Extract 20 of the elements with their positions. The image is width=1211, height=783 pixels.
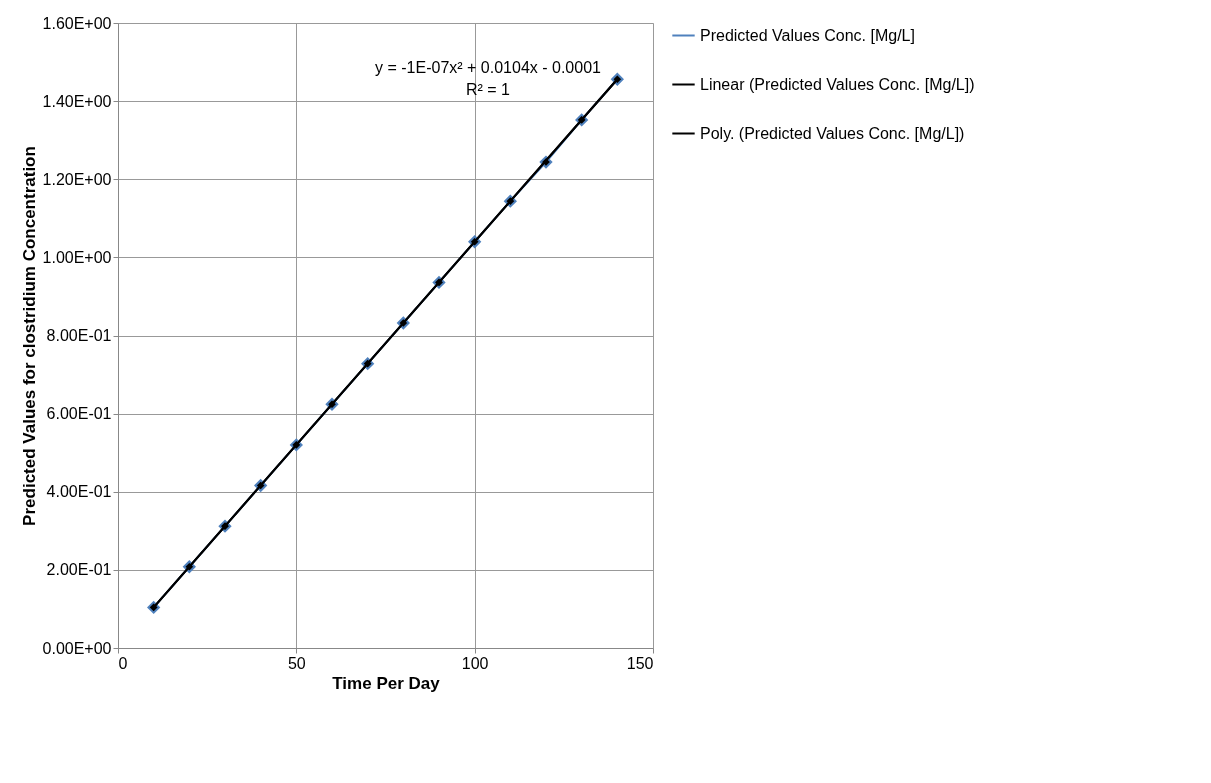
y-tick-label: 1.00E+00 [42,248,112,266]
y-tick-label: 4.00E-01 [46,483,112,501]
y-tick-label: 1.60E+00 [42,14,112,32]
legend-label: Linear (Predicted Values Conc. [Mg/L]) [700,75,975,93]
y-tick-label: 0.00E+00 [42,639,112,657]
x-tick-label: 50 [287,654,306,672]
y-tick-label: 2.00E-01 [46,561,112,579]
y-tick-label: 1.20E+00 [42,170,112,188]
x-axis-title: Time Per Day [332,673,441,693]
y-tick-label: 1.40E+00 [42,92,112,110]
x-tick-label: 0 [118,654,128,672]
y-axis-title: Predicted Values for clostridium Concentration [19,146,39,526]
y-tick-label: 8.00E-01 [46,327,112,344]
y-tick-label: 6.00E-01 [46,405,112,423]
x-tick-label: 100 [461,654,489,672]
annotation: R² = 1 [465,81,511,98]
annotation: y = -1E-07x² + 0.0104x - 0.0001 [375,59,602,76]
legend-label: Poly. (Predicted Values Conc. [Mg/L]) [700,124,965,142]
legend-label: Predicted Values Conc. [Mg/L] [700,26,915,44]
x-tick-label: 150 [626,654,654,672]
